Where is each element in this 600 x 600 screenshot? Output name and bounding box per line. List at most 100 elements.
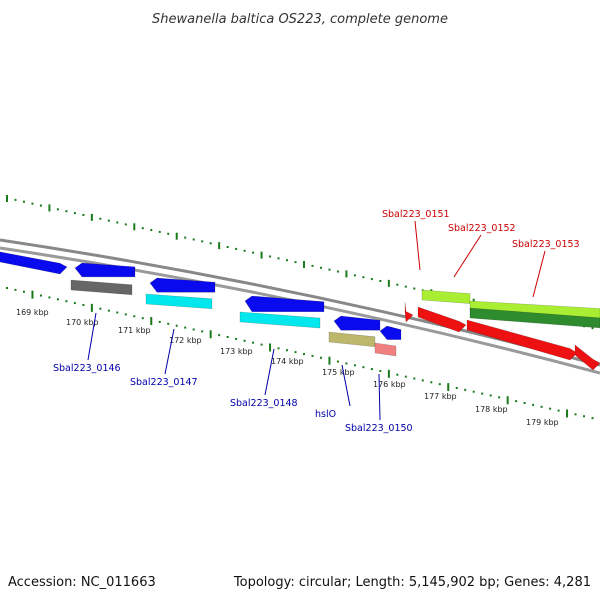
- minor-tick: [14, 198, 17, 201]
- minor-tick: [294, 351, 297, 354]
- gene-feature-blue: [333, 315, 381, 331]
- minor-tick: [379, 279, 382, 282]
- label-leader-line: [453, 234, 482, 278]
- minor-tick: [175, 324, 178, 327]
- label-leader-line: [341, 364, 351, 407]
- topology-text: Topology: circular; Length: 5,145,902 bp…: [233, 575, 591, 590]
- label-leader-line: [164, 328, 175, 375]
- minor-tick: [591, 327, 594, 330]
- minor-tick: [167, 232, 170, 235]
- minor-tick: [549, 407, 552, 410]
- minor-tick: [73, 212, 76, 215]
- minor-tick: [438, 383, 441, 386]
- minor-tick: [489, 394, 492, 397]
- minor-tick: [243, 249, 246, 252]
- minor-tick: [141, 227, 144, 230]
- minor-tick: [235, 247, 238, 250]
- minor-tick: [82, 213, 85, 216]
- gene-label: Sbal223_0150: [345, 423, 413, 434]
- minor-tick: [141, 317, 144, 320]
- gene-label-leaders: [87, 220, 546, 421]
- major-tick: [506, 396, 509, 405]
- gene-feature-gray: [70, 279, 133, 296]
- minor-tick: [201, 240, 204, 243]
- minor-tick: [167, 322, 170, 325]
- label-leader-line: [264, 348, 275, 396]
- minor-tick: [6, 287, 8, 289]
- tick-label: 169 kbp: [16, 308, 49, 317]
- minor-tick: [107, 309, 110, 312]
- gene-label: Sbal223_0148: [230, 398, 298, 409]
- gene-feature-blue: [149, 277, 216, 293]
- gene-label: Sbal223_0146: [53, 363, 121, 374]
- minor-tick: [574, 413, 577, 416]
- minor-tick: [591, 417, 594, 420]
- minor-tick: [353, 274, 356, 277]
- minor-tick: [532, 403, 535, 406]
- tick-label: 177 kbp: [424, 392, 457, 401]
- gene-feature-red: [417, 306, 467, 333]
- gene-feature-red: [404, 301, 414, 323]
- minor-tick: [65, 210, 68, 213]
- minor-tick: [396, 283, 399, 286]
- major-tick: [303, 261, 305, 268]
- minor-tick: [269, 255, 272, 258]
- minor-tick: [286, 259, 289, 262]
- major-tick: [133, 223, 136, 231]
- minor-tick: [184, 326, 187, 329]
- minor-tick: [481, 392, 484, 395]
- gene-feature-blue: [0, 251, 68, 275]
- minor-tick: [311, 264, 314, 267]
- gene-features: [0, 251, 600, 371]
- gene-feature-lime: [421, 289, 471, 304]
- minor-tick: [56, 208, 59, 211]
- minor-tick: [116, 221, 119, 224]
- minor-tick: [192, 238, 195, 241]
- gene-feature-cyan: [239, 311, 321, 329]
- gene-feature-blue: [244, 295, 325, 313]
- gene-feature-red: [574, 344, 600, 371]
- minor-tick: [158, 230, 161, 233]
- label-leader-line: [414, 220, 421, 271]
- major-tick: [447, 383, 450, 392]
- minor-tick: [31, 202, 34, 205]
- tick-label: 179 kbp: [526, 418, 559, 427]
- minor-tick: [226, 336, 229, 339]
- gene-feature-blue: [74, 262, 136, 278]
- tick-label: 171 kbp: [118, 326, 151, 335]
- gene-feature-cyan: [145, 293, 213, 310]
- minor-tick: [235, 337, 238, 340]
- minor-tick: [413, 377, 416, 380]
- major-tick: [175, 232, 178, 240]
- map-title: Shewanella baltica OS223, complete genom…: [152, 12, 448, 27]
- label-leader-line: [87, 312, 97, 361]
- minor-tick: [14, 288, 17, 291]
- major-tick: [90, 213, 93, 221]
- minor-tick: [362, 276, 365, 279]
- major-tick: [6, 195, 8, 202]
- minor-tick: [218, 334, 221, 337]
- major-tick: [209, 330, 212, 339]
- gene-feature-khaki: [328, 331, 376, 348]
- minor-tick: [99, 307, 102, 310]
- gene-label: Sbal223_0147: [130, 377, 198, 388]
- gene-label: Sbal223_0151: [382, 209, 450, 220]
- major-tick: [345, 270, 348, 278]
- minor-tick: [48, 296, 51, 299]
- major-tick: [90, 303, 93, 312]
- minor-tick: [107, 219, 110, 222]
- minor-tick: [498, 396, 501, 399]
- minor-tick: [328, 268, 331, 271]
- minor-tick: [455, 386, 458, 389]
- minor-tick: [303, 353, 305, 355]
- major-tick: [387, 279, 390, 287]
- minor-tick: [319, 356, 322, 359]
- minor-tick: [353, 364, 356, 367]
- minor-tick: [523, 402, 526, 405]
- minor-tick: [184, 236, 187, 239]
- minor-tick: [124, 313, 127, 316]
- minor-tick: [472, 390, 475, 393]
- minor-tick: [421, 379, 424, 382]
- tick-label: 174 kbp: [271, 357, 304, 366]
